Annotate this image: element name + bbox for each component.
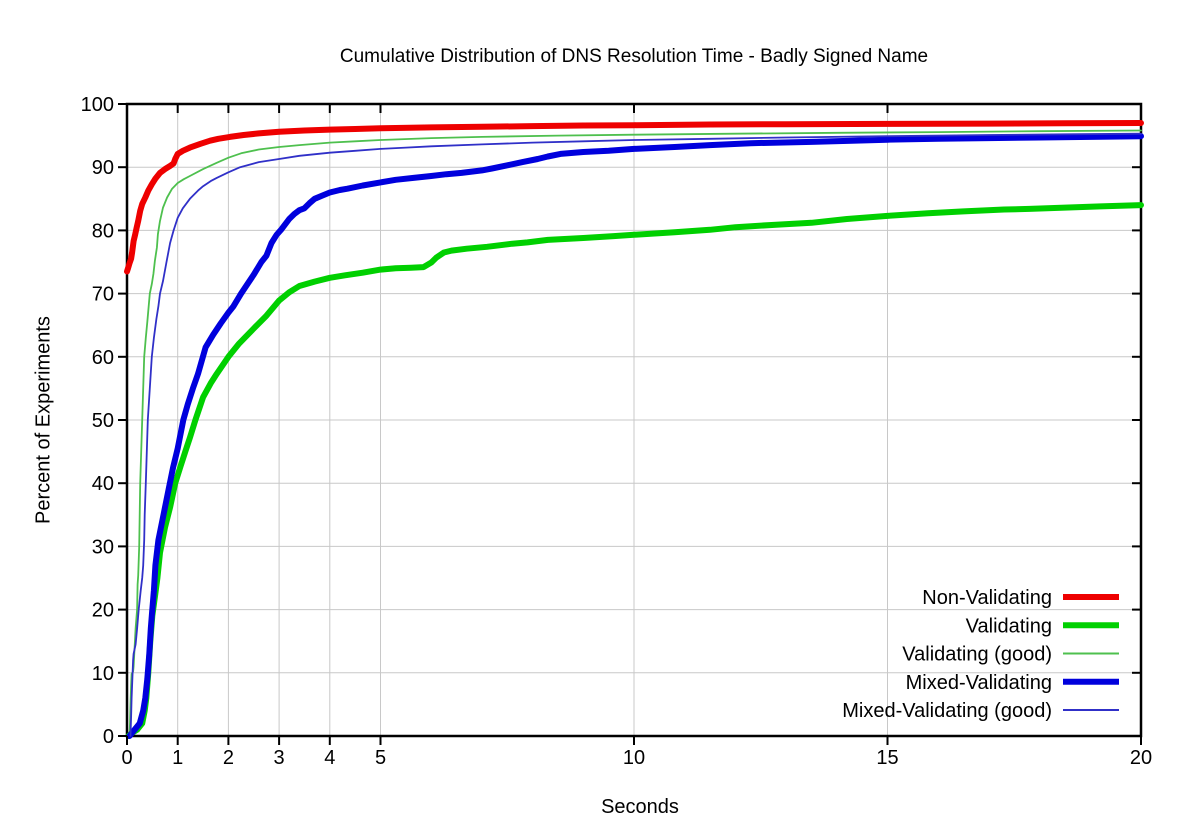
y-tick-label: 90: [92, 157, 114, 179]
x-tick-label: 0: [121, 747, 132, 769]
x-tick-label: 3: [274, 747, 285, 769]
x-tick-label: 15: [876, 747, 898, 769]
legend-label: Mixed-Validating: [906, 672, 1052, 694]
x-tick-label: 10: [623, 747, 645, 769]
y-tick-label: 0: [103, 726, 114, 748]
legend-label: Validating: [966, 615, 1052, 637]
y-tick-label: 40: [92, 473, 114, 495]
x-tick-label: 2: [223, 747, 234, 769]
series-mixed-validating-good-: [129, 132, 1142, 737]
x-tick-label: 20: [1130, 747, 1152, 769]
y-tick-label: 100: [81, 94, 114, 116]
legend-label: Validating (good): [902, 644, 1052, 666]
series-validating: [125, 202, 1144, 739]
legend-label: Mixed-Validating (good): [842, 700, 1052, 722]
x-tick-label: 4: [324, 747, 335, 769]
x-tick-label: 5: [375, 747, 386, 769]
y-tick-label: 60: [92, 347, 114, 369]
x-axis-label: Seconds: [601, 796, 679, 818]
y-tick-label: 70: [92, 284, 114, 306]
x-tick-label: 1: [172, 747, 183, 769]
series-mixed-validating: [126, 133, 1144, 739]
y-tick-label: 10: [92, 663, 114, 685]
series-non-validating: [124, 120, 1144, 275]
y-tick-label: 20: [92, 600, 114, 622]
y-tick-label: 50: [92, 410, 114, 432]
chart-title: Cumulative Distribution of DNS Resolutio…: [339, 46, 929, 67]
y-tick-label: 80: [92, 220, 114, 242]
y-tick-label: 30: [92, 536, 114, 558]
legend-label: Non-Validating: [922, 587, 1052, 609]
series-validating-good-: [128, 129, 1142, 737]
